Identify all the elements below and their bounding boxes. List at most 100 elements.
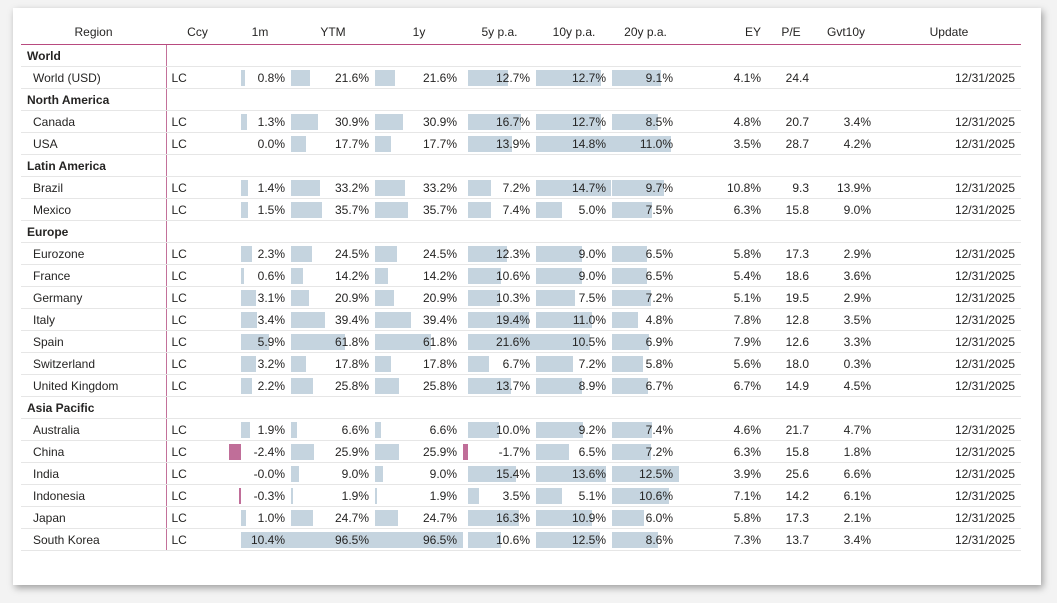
- cell-value: 1.5%: [257, 202, 285, 217]
- cell-gvt10: 0.3%: [815, 352, 877, 375]
- group-spacer: [165, 396, 229, 419]
- data-bar: [612, 378, 648, 394]
- group-row[interactable]: Asia Pacific: [21, 396, 1021, 419]
- cell-ey: 4.1%: [679, 66, 767, 89]
- cell-gvt10: 6.6%: [815, 462, 877, 485]
- table-row[interactable]: Switzerland LC 3.2% 17.8% 17.8% 6.7% 7.2% 5.8% 5…: [21, 352, 1021, 375]
- cell-y5: 10.0%: [463, 418, 536, 441]
- table-row[interactable]: Canada LC 1.3% 30.9% 30.9% 16.7% 12.7% 8.5% 4.8%…: [21, 110, 1021, 133]
- table-row[interactable]: World (USD) LC 0.8% 21.6% 21.6% 12.7% 12.7% 9.1…: [21, 66, 1021, 89]
- data-bar: [536, 422, 583, 438]
- cell-value: 9.7%: [645, 180, 673, 195]
- cell-value: 12.7%: [495, 70, 530, 85]
- table-row[interactable]: France LC 0.6% 14.2% 14.2% 10.6% 9.0% 6.5% 5.4% 1…: [21, 264, 1021, 287]
- cell-value: 11.0%: [639, 136, 673, 151]
- table-row[interactable]: China LC -2.4% 25.9% 25.9% -1.7% 6.5% 7.2% 6.3% 1…: [21, 440, 1021, 463]
- data-bar: [241, 312, 257, 328]
- cell-value: 7.2%: [502, 180, 530, 195]
- cell-y20: 6.5%: [612, 242, 679, 265]
- col-header-ey[interactable]: EY: [679, 19, 767, 45]
- cell-y1: 61.8%: [375, 330, 463, 353]
- cell-y5: 13.7%: [463, 374, 536, 397]
- col-header-pe[interactable]: P/E: [767, 19, 815, 45]
- table-row[interactable]: Mexico LC 1.5% 35.7% 35.7% 7.4% 5.0% 7.5% 6.3% 15…: [21, 198, 1021, 221]
- table-row[interactable]: Eurozone LC 2.3% 24.5% 24.5% 12.3% 9.0% 6.5% 5.8…: [21, 242, 1021, 265]
- cell-y10: 10.5%: [536, 330, 612, 353]
- data-bar: [241, 334, 269, 350]
- col-header-10y[interactable]: 10y p.a.: [536, 19, 612, 45]
- data-bar: [468, 510, 519, 526]
- cell-value: 9.0%: [429, 466, 457, 481]
- cell-value: 1.3%: [257, 114, 285, 129]
- cell-update: 12/31/2025: [877, 462, 1021, 485]
- cell-value: 17.7%: [422, 136, 457, 151]
- data-bar: [291, 180, 320, 196]
- cell-y1: 96.5%: [375, 528, 463, 551]
- data-bar: [612, 444, 651, 460]
- cell-value: 30.9%: [334, 114, 369, 129]
- cell-m1: 0.6%: [229, 264, 291, 287]
- data-bar: [291, 268, 303, 284]
- table-row[interactable]: Japan LC 1.0% 24.7% 24.7% 16.3% 10.9% 6.0% 5.8% 1…: [21, 506, 1021, 529]
- col-header-1y[interactable]: 1y: [375, 19, 463, 45]
- group-row[interactable]: Latin America: [21, 154, 1021, 177]
- col-header-update[interactable]: Update: [877, 19, 1021, 45]
- table-row[interactable]: Australia LC 1.9% 6.6% 6.6% 10.0% 9.2% 7.4% 4.6%…: [21, 418, 1021, 441]
- data-bar: [241, 510, 246, 526]
- col-header-gvt10y[interactable]: Gvt10y: [815, 19, 877, 45]
- cell-gvt10: 4.2%: [815, 132, 877, 155]
- cell-y5: 10.3%: [463, 286, 536, 309]
- data-bar: [291, 202, 322, 218]
- cell-value: 12.7%: [571, 114, 606, 129]
- data-bar: [468, 334, 536, 350]
- col-header-1m[interactable]: 1m: [229, 19, 291, 45]
- group-row[interactable]: Europe: [21, 220, 1021, 243]
- cell-y1: 24.7%: [375, 506, 463, 529]
- cell-value: 0.0%: [257, 136, 285, 151]
- group-row[interactable]: World: [21, 44, 1021, 67]
- col-header-ytm[interactable]: YTM: [291, 19, 375, 45]
- cell-value: 33.2%: [334, 180, 369, 195]
- col-header-5y[interactable]: 5y p.a.: [463, 19, 536, 45]
- cell-gvt10: 6.1%: [815, 484, 877, 507]
- cell-y20: 12.5%: [612, 462, 679, 485]
- cell-value: 24.5%: [422, 246, 457, 261]
- cell-ey: 5.1%: [679, 286, 767, 309]
- cell-ccy: LC: [165, 198, 229, 221]
- cell-ytm: 25.8%: [291, 374, 375, 397]
- data-bar: [536, 444, 569, 460]
- col-header-region[interactable]: Region: [21, 19, 166, 45]
- group-row[interactable]: North America: [21, 88, 1021, 111]
- group-label: North America: [21, 88, 166, 111]
- table-row[interactable]: United Kingdom LC 2.2% 25.8% 25.8% 13.7% 8.9% 6…: [21, 374, 1021, 397]
- cell-pe: 28.7: [767, 132, 815, 155]
- table-row[interactable]: Spain LC 5.9% 61.8% 61.8% 21.6% 10.5% 6.9% 7.9% 1…: [21, 330, 1021, 353]
- table-row[interactable]: Germany LC 3.1% 20.9% 20.9% 10.3% 7.5% 7.2% 5.1%…: [21, 286, 1021, 309]
- table-row[interactable]: USA LC 0.0% 17.7% 17.7% 13.9% 14.8% 11.0% 3.5% 28…: [21, 132, 1021, 155]
- cell-region: Spain: [21, 330, 166, 353]
- cell-update: 12/31/2025: [877, 242, 1021, 265]
- data-bar: [536, 532, 600, 548]
- col-header-ccy[interactable]: Ccy: [166, 19, 229, 45]
- table-row[interactable]: South Korea LC 10.4% 96.5% 96.5% 10.6% 12.5% 8.…: [21, 528, 1021, 551]
- cell-value: 61.8%: [422, 334, 457, 349]
- col-header-20y[interactable]: 20y p.a.: [612, 19, 679, 45]
- cell-ey: 7.3%: [679, 528, 767, 551]
- data-bar: [291, 466, 299, 482]
- cell-gvt10: 2.9%: [815, 286, 877, 309]
- cell-pe: 15.8: [767, 198, 815, 221]
- data-bar: [291, 136, 306, 152]
- cell-ytm: 96.5%: [291, 528, 375, 551]
- cell-y20: 6.0%: [612, 506, 679, 529]
- cell-ey: 4.8%: [679, 110, 767, 133]
- table-row[interactable]: Italy LC 3.4% 39.4% 39.4% 19.4% 11.0% 4.8% 7.8% 1…: [21, 308, 1021, 331]
- table-row[interactable]: India LC -0.0% 9.0% 9.0% 15.4% 13.6% 12.5% 3.9% 2…: [21, 462, 1021, 485]
- table-row[interactable]: Indonesia LC -0.3% 1.9% 1.9% 3.5% 5.1% 10.6% 7.1…: [21, 484, 1021, 507]
- table-row[interactable]: Brazil LC 1.4% 33.2% 33.2% 7.2% 14.7% 9.7% 10.8%…: [21, 176, 1021, 199]
- data-bar: [468, 422, 499, 438]
- cell-region: China: [21, 440, 166, 463]
- header-row: Region Ccy 1m YTM 1y 5y p.a. 10y p.a. 20…: [21, 19, 1021, 45]
- cell-value: 6.9%: [645, 334, 673, 349]
- data-bar: [291, 290, 309, 306]
- cell-y1: 9.0%: [375, 462, 463, 485]
